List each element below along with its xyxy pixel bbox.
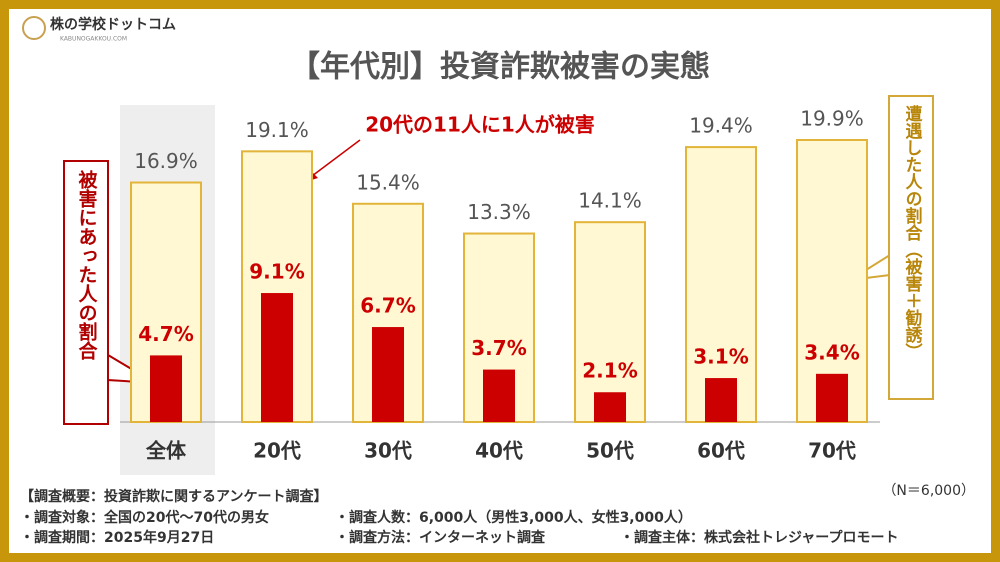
x-tick-label: 30代 bbox=[364, 439, 412, 463]
logo-mark bbox=[22, 16, 46, 40]
x-tick-label: 40代 bbox=[475, 439, 523, 463]
survey-item: ・調査方法：インターネット調査 bbox=[335, 529, 546, 546]
victim-label: 6.7% bbox=[360, 294, 415, 318]
victim-bar bbox=[483, 369, 515, 422]
legend-victim: 被害にあった人の割合 bbox=[63, 160, 109, 425]
chart-title: 【年代別】投資詐欺被害の実態 bbox=[290, 50, 710, 85]
encounter-label: 19.4% bbox=[689, 114, 753, 138]
victim-label: 9.1% bbox=[249, 260, 304, 284]
victim-label: 2.1% bbox=[582, 359, 637, 383]
survey-n: （N＝6,000） bbox=[882, 483, 975, 499]
encounter-label: 15.4% bbox=[356, 170, 420, 194]
x-tick-label: 50代 bbox=[586, 439, 634, 463]
victim-bar bbox=[150, 355, 182, 422]
victim-bar bbox=[261, 293, 293, 422]
survey-item: ・調査期間：2025年9月27日 bbox=[20, 529, 214, 546]
victim-label: 4.7% bbox=[138, 322, 193, 346]
survey-title: 【調査概要：投資詐欺に関するアンケート調査】 bbox=[20, 488, 327, 505]
encounter-label: 16.9% bbox=[134, 149, 198, 173]
victim-label: 3.7% bbox=[471, 336, 526, 360]
logo-sub: KABUNOGAKKOU.COM bbox=[60, 36, 127, 43]
survey-item: ・調査対象：全国の20代〜70代の男女 bbox=[20, 509, 269, 526]
victim-label: 3.1% bbox=[693, 345, 748, 369]
annotation: 20代の11人に1人が被害 bbox=[365, 113, 595, 137]
survey-item: ・調査主体：株式会社トレジャープロモート bbox=[620, 529, 898, 546]
x-tick-label: 20代 bbox=[253, 439, 301, 463]
victim-bar bbox=[816, 373, 848, 422]
x-tick-label: 全体 bbox=[145, 439, 187, 463]
victim-bar bbox=[594, 392, 626, 422]
annotation-arrow bbox=[311, 139, 361, 177]
encounter-label: 19.1% bbox=[245, 118, 309, 142]
victim-bar bbox=[705, 378, 737, 422]
logo-text: 株の学校ドットコム bbox=[50, 16, 176, 33]
x-tick-label: 70代 bbox=[808, 439, 856, 463]
encounter-label: 19.9% bbox=[800, 107, 864, 131]
legend-encounter: 遭遇した人の割合（被害＋勧誘） bbox=[888, 95, 934, 400]
x-tick-label: 60代 bbox=[697, 439, 745, 463]
victim-label: 3.4% bbox=[804, 340, 859, 364]
encounter-bar bbox=[574, 221, 646, 423]
encounter-label: 14.1% bbox=[578, 189, 642, 213]
encounter-label: 13.3% bbox=[467, 200, 531, 224]
victim-bar bbox=[372, 327, 404, 422]
survey-item: ・調査人数：6,000人（男性3,000人、女性3,000人） bbox=[335, 509, 692, 526]
